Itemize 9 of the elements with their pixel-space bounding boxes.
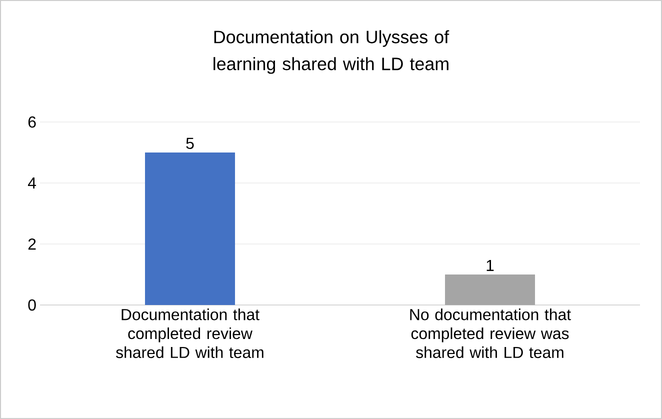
data-label: 1 (486, 260, 494, 271)
y-tick-label: 6 (28, 116, 36, 128)
y-tick-label: 0 (28, 299, 36, 311)
x-tick-label: Documentation that completed review shared LD with team (116, 308, 264, 358)
y-tick-label: 4 (28, 178, 36, 188)
data-label: 5 (186, 138, 194, 149)
chart-title: Documentation on Ulysses of learning shared with LD team (214, 30, 450, 74)
y-tick-label: 2 (28, 238, 36, 250)
x-tick-label: No documentation that completed review was shared with LD team (410, 308, 571, 358)
